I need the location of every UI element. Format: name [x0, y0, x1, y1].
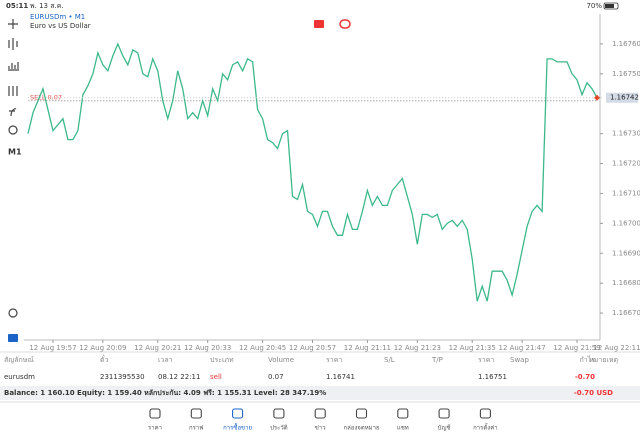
y-tick-label: 1.16680	[612, 279, 640, 287]
nav-label[interactable]: การซื้อขาย	[223, 422, 252, 432]
nav-icon[interactable]	[438, 408, 450, 419]
column-header: ตั๋ว	[100, 355, 109, 364]
x-tick-label: 12 Aug 20:21	[134, 344, 181, 352]
y-tick-label: 1.16730	[612, 130, 640, 138]
bid-tag	[606, 92, 638, 103]
x-tick-label: 12 Aug 21:59	[553, 344, 600, 352]
y-tick-label: 1.16710	[612, 189, 640, 197]
position-cell: sell	[210, 373, 222, 381]
nav-label[interactable]: การตั้งค่า	[473, 422, 497, 432]
x-tick-label: 12 Aug 21:35	[449, 344, 496, 352]
left-toolbar: M1	[8, 19, 22, 342]
timeframe[interactable]: M1	[8, 148, 22, 157]
column-header: ประเภท	[210, 356, 234, 364]
x-tick-label: 12 Aug 19:57	[29, 344, 76, 352]
last-point	[594, 94, 600, 101]
nav-label[interactable]: ข่าว	[315, 425, 326, 432]
total-profit: -0.70 USD	[574, 389, 613, 397]
status-date: พ. 13 ส.ค.	[30, 2, 64, 10]
trade-tool[interactable]	[8, 334, 18, 342]
nav-label[interactable]: ประวัติ	[270, 425, 288, 432]
y-tick-label: 1.16750	[612, 70, 640, 78]
objects-tool[interactable]	[8, 86, 18, 96]
sell-button[interactable]	[314, 20, 324, 28]
position-cell: eurusdm	[4, 373, 35, 381]
x-tick-label: 12 Aug 22:11	[593, 344, 640, 352]
crosshair-tool[interactable]	[8, 19, 18, 29]
column-header: ราคา	[326, 356, 342, 364]
balance-bar	[0, 386, 640, 400]
x-tick-label: 12 Aug 21:11	[344, 344, 391, 352]
indicator-tool[interactable]	[8, 62, 19, 71]
column-header: Volume	[268, 356, 294, 364]
symbol-description: Euro vs US Dollar	[30, 22, 91, 30]
nav-icon[interactable]	[355, 408, 368, 419]
x-tick-label: 12 Aug 21:47	[499, 344, 546, 352]
nav-label[interactable]: บัญชี	[438, 424, 451, 432]
position-cell: 08.12 22:11	[158, 373, 200, 381]
column-header: สัญลักษณ์	[4, 356, 34, 364]
nav-icon[interactable]	[232, 408, 244, 419]
candles-tool[interactable]	[8, 38, 18, 50]
battery-level	[605, 4, 614, 8]
column-header: S/L	[384, 356, 395, 364]
buy-button[interactable]	[339, 19, 351, 29]
zoom-tool[interactable]	[8, 308, 18, 318]
column-header: Swap	[510, 356, 529, 364]
column-header: T/P	[431, 356, 443, 364]
status-battery: 70%	[586, 2, 602, 10]
position-cell: -0.70	[575, 373, 595, 381]
nav-icon[interactable]	[273, 408, 285, 419]
y-tick-label: 1.16690	[612, 249, 640, 257]
y-tick-label: 1.16670	[612, 309, 640, 317]
column-header: กำไร	[580, 355, 596, 364]
position-cell: 2311395530	[100, 373, 145, 381]
nav-label[interactable]: ราคา	[148, 425, 162, 432]
balance-text: Balance: 1 160.10 Equity: 1 159.40 หลักป…	[4, 389, 326, 397]
position-cell: 0.07	[268, 373, 284, 381]
column-header: ราคา	[478, 356, 494, 364]
x-tick-label: 12 Aug 21:23	[394, 344, 441, 352]
y-tick-label: 1.16700	[612, 219, 640, 227]
y-tick-label: 1.16720	[612, 160, 640, 168]
column-header: หมายเหตุ	[589, 356, 618, 364]
position-cell: 1.16751	[478, 373, 507, 381]
nav-icon[interactable]	[149, 408, 161, 419]
x-tick-label: 12 Aug 20:45	[239, 344, 286, 352]
price-line	[27, 42, 598, 302]
nav-label[interactable]: กล่องจดหมาย	[343, 425, 379, 432]
nav-icon[interactable]	[190, 408, 202, 419]
nav-label[interactable]: กราฟ	[189, 425, 203, 432]
battery-icon	[603, 2, 619, 10]
nav-icon[interactable]	[479, 408, 491, 419]
function-tool[interactable]	[9, 108, 17, 117]
x-tick-label: 12 Aug 20:57	[289, 344, 336, 352]
nav-icon[interactable]	[314, 408, 326, 419]
nav-icon[interactable]	[397, 408, 409, 419]
draw-tool[interactable]	[8, 125, 18, 135]
bid-price: 1.16742	[610, 94, 639, 102]
position-cell: 1.16741	[326, 373, 355, 381]
symbol[interactable]: EURUSDm • M1	[30, 13, 85, 21]
nav-label[interactable]: แชท	[397, 425, 409, 432]
column-header: เวลา	[158, 356, 173, 364]
status-time: 05:11	[6, 2, 28, 10]
x-tick-label: 12 Aug 20:33	[184, 344, 231, 352]
y-tick-label: 1.16760	[612, 40, 640, 48]
x-tick-label: 12 Aug 20:09	[79, 344, 126, 352]
